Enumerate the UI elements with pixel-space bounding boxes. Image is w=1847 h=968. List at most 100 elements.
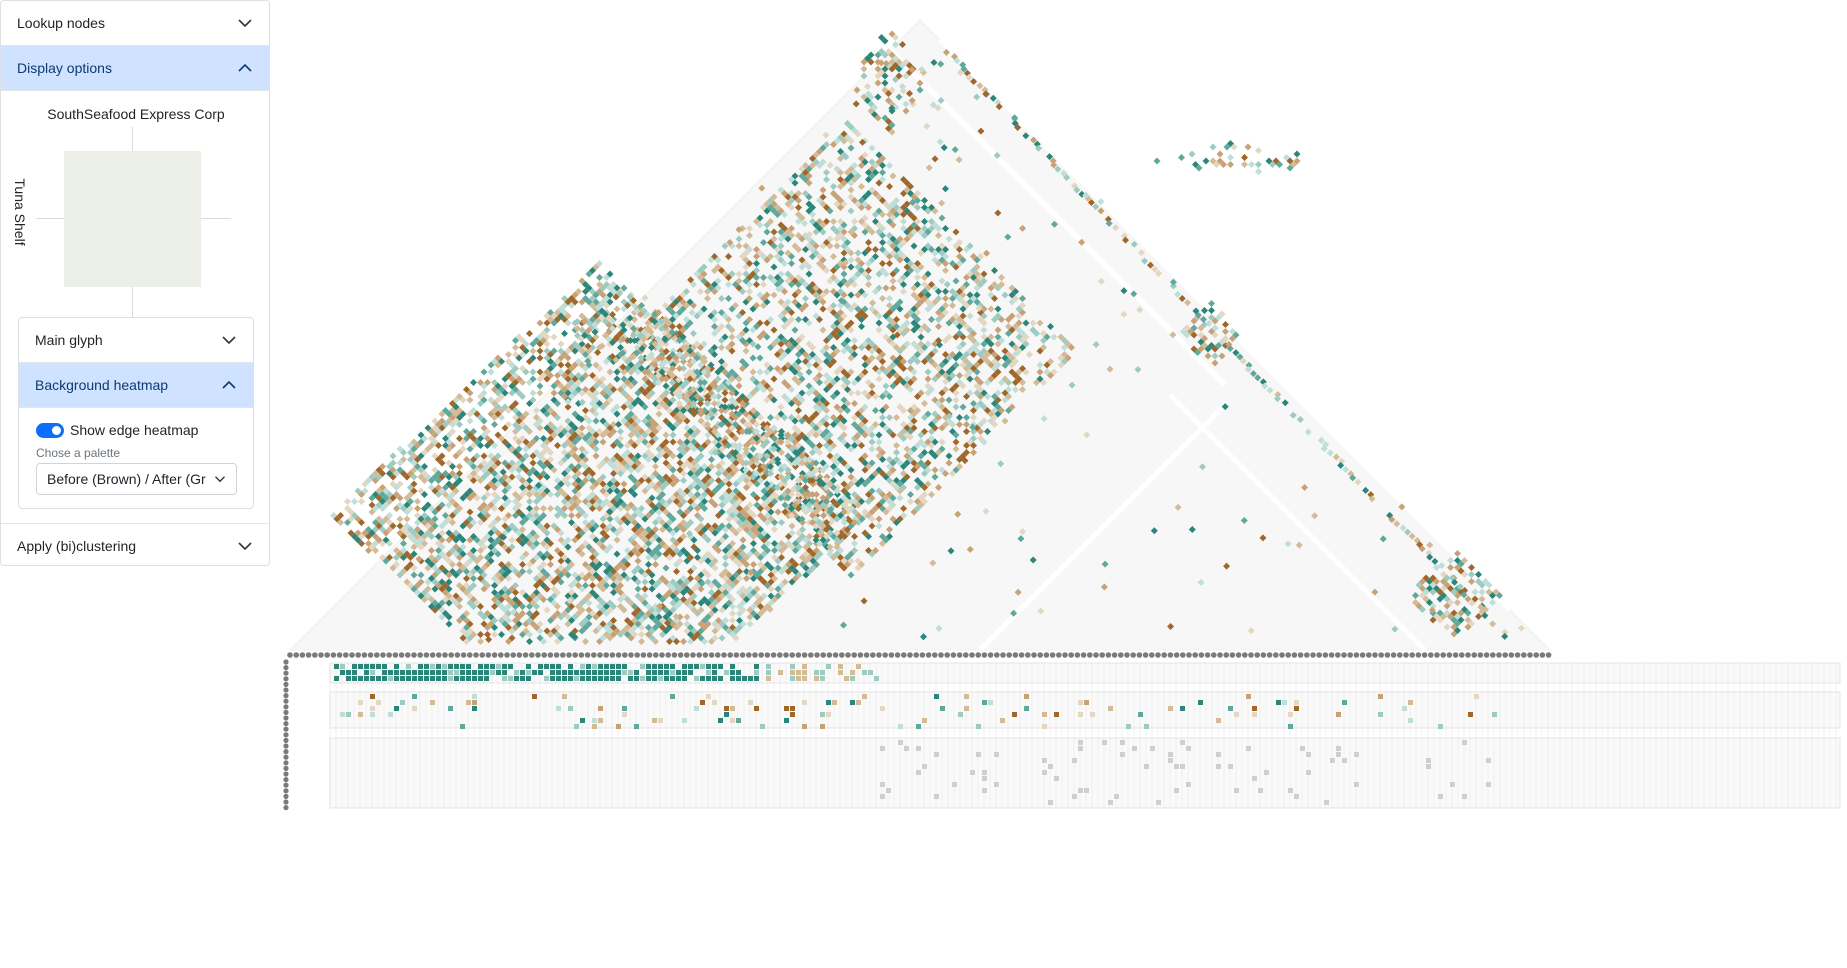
heatmap-cell — [491, 421, 498, 428]
heatmap-cell — [536, 354, 544, 362]
heatmap-cell — [1266, 386, 1274, 394]
heatmap-cell — [718, 421, 725, 428]
heatmap-cell — [1349, 474, 1357, 482]
heatmap-cell — [435, 491, 442, 498]
heatmap-cell — [728, 347, 736, 355]
heatmap-cell — [924, 375, 932, 383]
heatmap-cell — [728, 326, 736, 334]
heatmap-cell — [847, 207, 855, 215]
heatmap-cell — [1092, 203, 1100, 211]
heatmap-cell — [732, 634, 740, 642]
accordion-background-heatmap[interactable]: Background heatmap — [19, 363, 253, 408]
heatmap-cell — [711, 400, 718, 407]
glyph-preview — [64, 151, 201, 287]
heatmap-cell — [655, 508, 663, 516]
accordion-main-glyph[interactable]: Main glyph — [19, 318, 253, 363]
heatmap-cell — [984, 379, 991, 386]
heatmap-cell — [707, 256, 715, 264]
heatmap-cell — [550, 382, 558, 390]
heatmap-cell — [669, 480, 677, 488]
heatmap-cell — [606, 515, 614, 523]
heatmap-cell — [596, 505, 603, 512]
heatmap-cell — [396, 515, 404, 523]
heatmap-cell — [466, 389, 474, 397]
adjacency-visualization[interactable] — [280, 0, 1847, 968]
heatmap-cell — [526, 428, 533, 435]
heatmap-cell — [574, 325, 581, 332]
heatmap-cell — [900, 218, 907, 225]
edge-heatmap-toggle[interactable] — [36, 423, 64, 438]
accordion-display-options[interactable]: Display options — [1, 46, 269, 91]
heatmap-cell — [725, 442, 732, 449]
heatmap-cell — [641, 578, 649, 586]
heatmap-cell — [879, 162, 886, 169]
accordion-apply-clustering[interactable]: Apply (bi)clustering — [1, 523, 269, 565]
heatmap-cell — [694, 547, 701, 554]
heatmap-cell — [1202, 157, 1210, 165]
heatmap-cell — [680, 638, 687, 645]
heatmap-cell — [599, 403, 607, 411]
palette-select[interactable]: Before (Brown) / After (Gr — [36, 463, 237, 495]
heatmap-cell — [739, 428, 746, 435]
heatmap-cell — [1155, 269, 1163, 277]
heatmap-cell — [910, 508, 918, 516]
heatmap-cell — [770, 375, 778, 383]
heatmap-cell — [519, 603, 526, 610]
heatmap-cell — [704, 295, 711, 302]
heatmap-cell — [991, 421, 998, 428]
chevron-down-icon — [222, 336, 236, 345]
heatmap-cell — [756, 354, 764, 362]
glyph-axis-right — [201, 218, 231, 219]
heatmap-cell — [1151, 265, 1159, 273]
heatmap-cell — [771, 547, 778, 554]
heatmap-cell — [949, 470, 956, 477]
heatmap-cell — [865, 274, 872, 281]
heatmap-cell — [1461, 571, 1468, 578]
heatmap-cell — [1174, 290, 1182, 298]
heatmap-cell — [879, 358, 886, 365]
heatmap-cell — [970, 351, 977, 358]
heatmap-cell — [438, 613, 446, 621]
heatmap-cell — [931, 340, 939, 348]
heatmap-cell — [900, 505, 907, 512]
heatmap-cell — [491, 505, 498, 512]
heatmap-cell — [805, 319, 813, 327]
chevron-up-icon — [222, 380, 236, 389]
heatmap-cell — [875, 179, 883, 187]
heatmap-cell — [739, 365, 746, 372]
heatmap-cell — [980, 326, 988, 334]
heatmap-cell — [770, 445, 778, 453]
heatmap-cell — [658, 325, 665, 332]
heatmap-cell — [428, 533, 435, 540]
heatmap-cell — [858, 323, 865, 330]
heatmap-cell — [400, 449, 407, 456]
heatmap-cell — [1227, 161, 1234, 168]
heatmap-cell — [445, 445, 453, 453]
heatmap-cell — [477, 519, 484, 526]
heatmap-cell — [861, 466, 869, 474]
accordion-lookup-nodes[interactable]: Lookup nodes — [1, 1, 269, 46]
heatmap-cell — [840, 424, 848, 432]
heatmap-cell — [854, 291, 862, 299]
heatmap-cell — [522, 368, 530, 376]
heatmap-cell — [725, 515, 733, 523]
heatmap-cell — [526, 568, 533, 575]
heatmap-cell — [1001, 396, 1009, 404]
heatmap-cell — [770, 396, 778, 404]
heatmap-cell — [683, 417, 691, 425]
heatmap-cell — [449, 561, 456, 568]
heatmap-cell — [1030, 136, 1038, 144]
heatmap-cell — [711, 288, 718, 295]
heatmap-cell — [669, 431, 677, 439]
heatmap-cell — [935, 232, 942, 239]
heatmap-cell — [634, 389, 642, 397]
heatmap-cell — [756, 333, 764, 341]
heatmap-cell — [554, 414, 561, 421]
heatmap-cell — [540, 463, 547, 470]
heatmap-cell — [470, 603, 477, 610]
heatmap-cell — [868, 347, 876, 355]
heatmap-cell — [498, 505, 505, 512]
heatmap-cell — [574, 318, 581, 325]
heatmap-cell — [942, 225, 949, 232]
heatmap-cell — [1245, 361, 1253, 369]
